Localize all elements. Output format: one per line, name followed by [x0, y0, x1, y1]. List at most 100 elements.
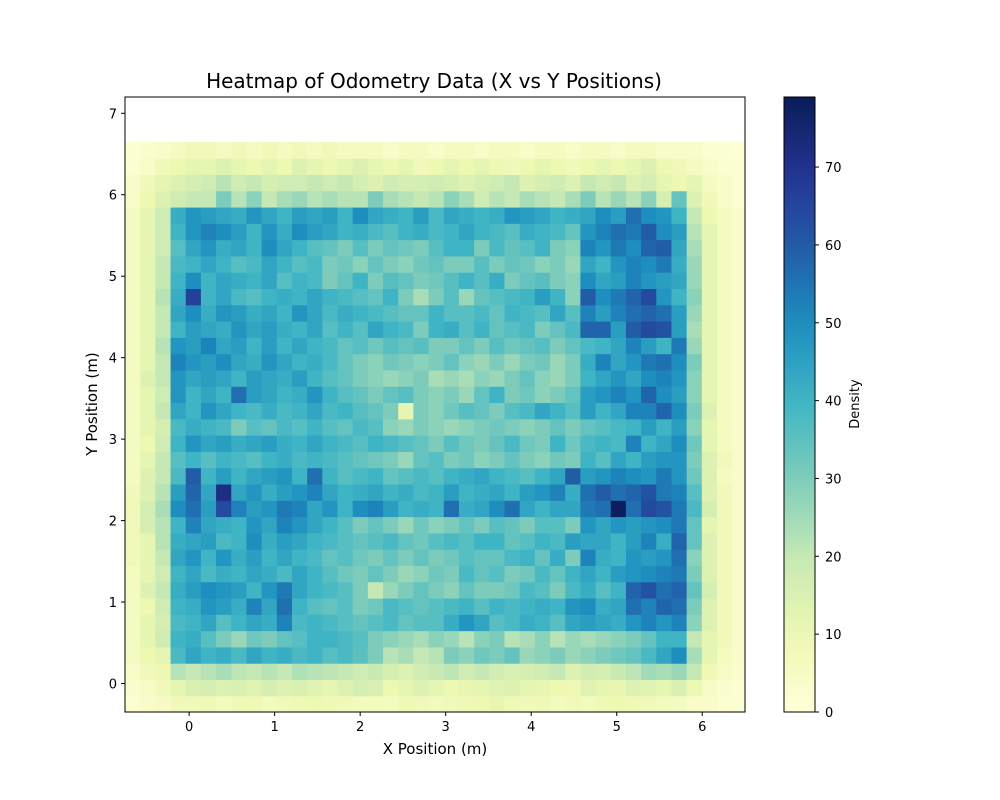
heatmap-cell: [671, 223, 688, 241]
heatmap-cell: [200, 174, 217, 192]
heatmap-cell: [367, 337, 384, 355]
heatmap-cell: [671, 532, 688, 550]
heatmap-cell: [140, 158, 156, 175]
heatmap-cell: [656, 223, 673, 241]
heatmap-cell: [489, 614, 506, 632]
heatmap-cell: [140, 206, 156, 224]
heatmap-cell: [261, 402, 278, 420]
heatmap-cell: [140, 353, 156, 371]
heatmap-cell: [686, 158, 703, 175]
heatmap-cell: [641, 206, 657, 224]
heatmap-cell: [474, 288, 490, 306]
heatmap-cell: [625, 174, 642, 192]
heatmap-cell: [322, 158, 339, 175]
heatmap-cell: [291, 386, 308, 404]
heatmap-cell: [337, 304, 354, 322]
heatmap-cell: [565, 223, 581, 241]
heatmap-cell: [671, 630, 688, 648]
heatmap-cell: [656, 337, 673, 355]
heatmap-cell: [716, 549, 733, 566]
heatmap-cell: [641, 679, 657, 697]
heatmap-cell: [489, 435, 506, 452]
heatmap-cell: [185, 695, 202, 713]
heatmap-cell: [383, 174, 399, 192]
heatmap-cell: [686, 402, 703, 420]
heatmap-cell: [550, 483, 566, 501]
heatmap-cell: [716, 646, 733, 664]
heatmap-cell: [595, 239, 612, 257]
heatmap-cell: [701, 337, 718, 355]
heatmap-cell: [428, 386, 445, 404]
heatmap-cell: [671, 174, 688, 192]
heatmap-cell: [125, 272, 141, 290]
heatmap-cell: [716, 695, 733, 713]
heatmap-cell: [261, 467, 278, 485]
heatmap-cell: [534, 695, 551, 713]
heatmap-cell: [276, 272, 293, 290]
heatmap-cell: [216, 190, 232, 208]
heatmap-cell: [413, 663, 430, 681]
heatmap-cell: [307, 369, 323, 387]
heatmap-cell: [519, 532, 536, 550]
heatmap-cell: [246, 451, 263, 469]
heatmap-cell: [398, 565, 415, 583]
heatmap-cell: [519, 158, 536, 175]
heatmap-cell: [458, 418, 475, 436]
heatmap-cell: [185, 158, 202, 175]
heatmap-cell: [641, 630, 657, 648]
heatmap-cell: [140, 565, 156, 583]
heatmap-cell: [671, 581, 688, 599]
colorbar-ticks: 0 10 20 30 40 50 60 70: [815, 161, 842, 721]
heatmap-cell: [428, 141, 445, 159]
heatmap-cell: [367, 451, 384, 469]
heatmap-cell: [716, 451, 733, 469]
heatmap-cell: [337, 402, 354, 420]
heatmap-cell: [550, 321, 566, 338]
heatmap-cell: [383, 353, 399, 371]
heatmap-cell: [565, 190, 581, 208]
heatmap-cell: [610, 337, 627, 355]
heatmap-cell: [413, 695, 430, 713]
heatmap-cell: [307, 451, 323, 469]
heatmap-cell: [246, 321, 263, 338]
heatmap-cell: [504, 158, 521, 175]
heatmap-cell: [216, 597, 232, 615]
heatmap-cell: [565, 467, 581, 485]
heatmap-cell: [625, 435, 642, 452]
heatmap-cell: [246, 467, 263, 485]
heatmap-cell: [474, 206, 490, 224]
heatmap-cell: [701, 549, 718, 566]
heatmap-cell: [443, 516, 460, 534]
heatmap-cell: [140, 386, 156, 404]
heatmap-cell: [383, 467, 399, 485]
heatmap-cell: [231, 353, 248, 371]
heatmap-cell: [185, 369, 202, 387]
heatmap-cell: [519, 369, 536, 387]
heatmap-cell: [489, 630, 506, 648]
heatmap-cell: [610, 369, 627, 387]
heatmap-cell: [565, 695, 581, 713]
heatmap-cell: [155, 483, 172, 501]
heatmap-cell: [580, 337, 597, 355]
heatmap-cell: [625, 337, 642, 355]
heatmap-cell: [276, 549, 293, 566]
heatmap-cell: [443, 304, 460, 322]
heatmap-cell: [428, 304, 445, 322]
heatmap-cell: [200, 141, 217, 159]
heatmap-cell: [595, 272, 612, 290]
heatmap-cell: [276, 206, 293, 224]
y-tick-label: 0: [109, 677, 117, 692]
heatmap-cell: [625, 223, 642, 241]
heatmap-cell: [322, 451, 339, 469]
heatmap-cell: [458, 353, 475, 371]
heatmap-cell: [367, 516, 384, 534]
heatmap-cell: [671, 435, 688, 452]
heatmap-cell: [610, 288, 627, 306]
heatmap-cell: [231, 597, 248, 615]
heatmap-cell: [534, 402, 551, 420]
heatmap-cell: [686, 597, 703, 615]
heatmap-cell: [504, 288, 521, 306]
heatmap-cell: [686, 190, 703, 208]
heatmap-cell: [261, 288, 278, 306]
heatmap-cell: [352, 597, 369, 615]
